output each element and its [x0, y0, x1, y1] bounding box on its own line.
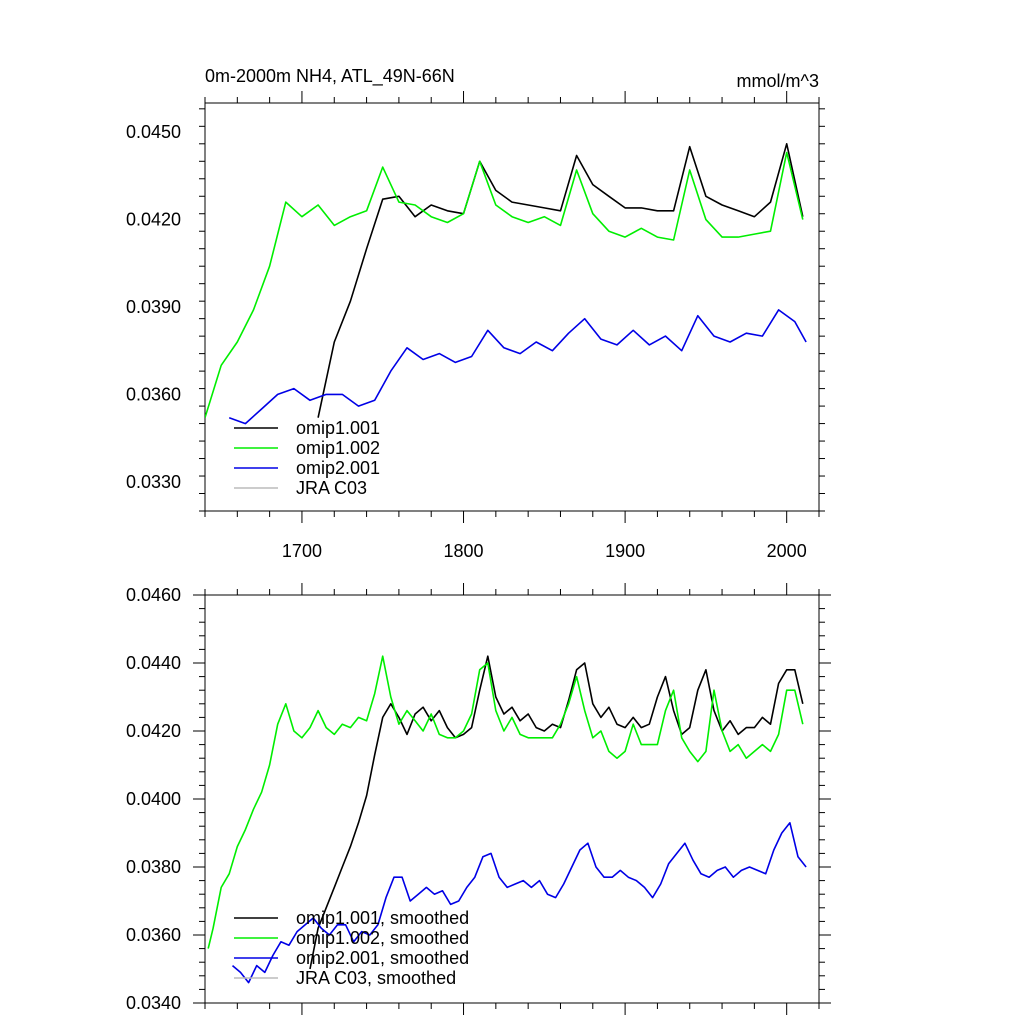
x-tick-label: 1800: [444, 541, 484, 561]
x-tick-label: 1900: [605, 541, 645, 561]
legend-label-1: omip1.001, smoothed: [296, 908, 469, 928]
chart-units: mmol/m^3: [737, 71, 819, 91]
legend-label-3: omip2.001, smoothed: [296, 948, 469, 968]
legend-label-2: omip1.002: [296, 438, 380, 458]
chart-panel-1: 0.0330 0.0360 0.0390 0.0420 0.0450 1700 1800 19…: [126, 91, 825, 561]
y-tick-label: 0.0460: [126, 585, 181, 605]
x-tick-label: 1700: [282, 541, 322, 561]
y-tick-label: 0.0330: [126, 472, 181, 492]
x-tick-label: 2000: [767, 541, 807, 561]
legend-label-4: JRA C03: [296, 478, 367, 498]
legend-label-3: omip2.001: [296, 458, 380, 478]
series-line-2: [205, 151, 804, 418]
y-tick-label: 0.0390: [126, 297, 181, 317]
y-tick-label: 0.0420: [126, 721, 181, 741]
series-line-2: [207, 655, 804, 949]
series-group: [207, 655, 807, 984]
y-tick-label: 0.0360: [126, 925, 181, 945]
series-line-1: [317, 143, 804, 418]
y-tick-label: 0.0400: [126, 789, 181, 809]
y-tick-label: 0.0420: [126, 210, 181, 230]
y-tick-label: 0.0380: [126, 857, 181, 877]
y-tick-label: 0.0440: [126, 653, 181, 673]
y-tick-label: 0.0360: [126, 384, 181, 404]
series-line-3: [231, 822, 807, 984]
legend-label-1: omip1.001: [296, 418, 380, 438]
y-tick-label: 0.0340: [126, 993, 181, 1013]
chart-panel-2: 0.0340 0.0360 0.0380 0.0400 0.0420 0.0440 0.04…: [126, 583, 831, 1015]
legend-label-2: omip1.002, smoothed: [296, 928, 469, 948]
y-tick-label: 0.0450: [126, 122, 181, 142]
series-group: [205, 143, 807, 425]
plot-frame: [204, 102, 820, 512]
chart-title: 0m-2000m NH4, ATL_49N-66N: [205, 66, 455, 87]
series-line-3: [228, 309, 807, 425]
legend-label-4: JRA C03, smoothed: [296, 968, 456, 988]
